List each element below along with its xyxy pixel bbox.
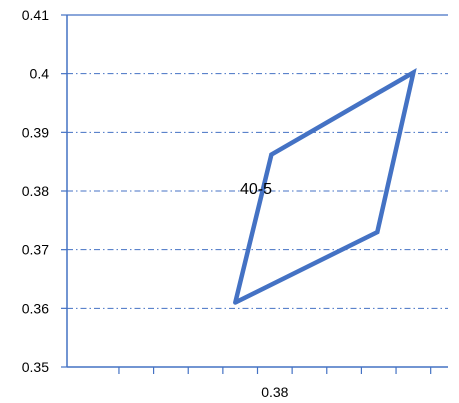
x-axis-ticks: 0.38 (118, 367, 432, 400)
x-tick-label: 0.38 (261, 384, 288, 400)
y-tick-label: 0.38 (22, 183, 49, 199)
y-tick-label: 0.36 (22, 300, 49, 316)
y-axis-ticks: 0.35 0.36 0.37 0.38 0.39 0.4 0.41 (22, 7, 67, 375)
y-tick-label: 0.37 (22, 242, 49, 258)
gridlines (67, 14, 448, 309)
y-tick-label: 0.35 (22, 359, 49, 375)
y-tick-label: 0.39 (22, 124, 49, 140)
series-line-0 (233, 67, 417, 305)
chart-annotation: 40-5 (240, 181, 272, 198)
y-tick-label: 0.41 (22, 7, 49, 23)
series-group (233, 67, 417, 305)
y-tick-label: 0.4 (30, 66, 50, 82)
